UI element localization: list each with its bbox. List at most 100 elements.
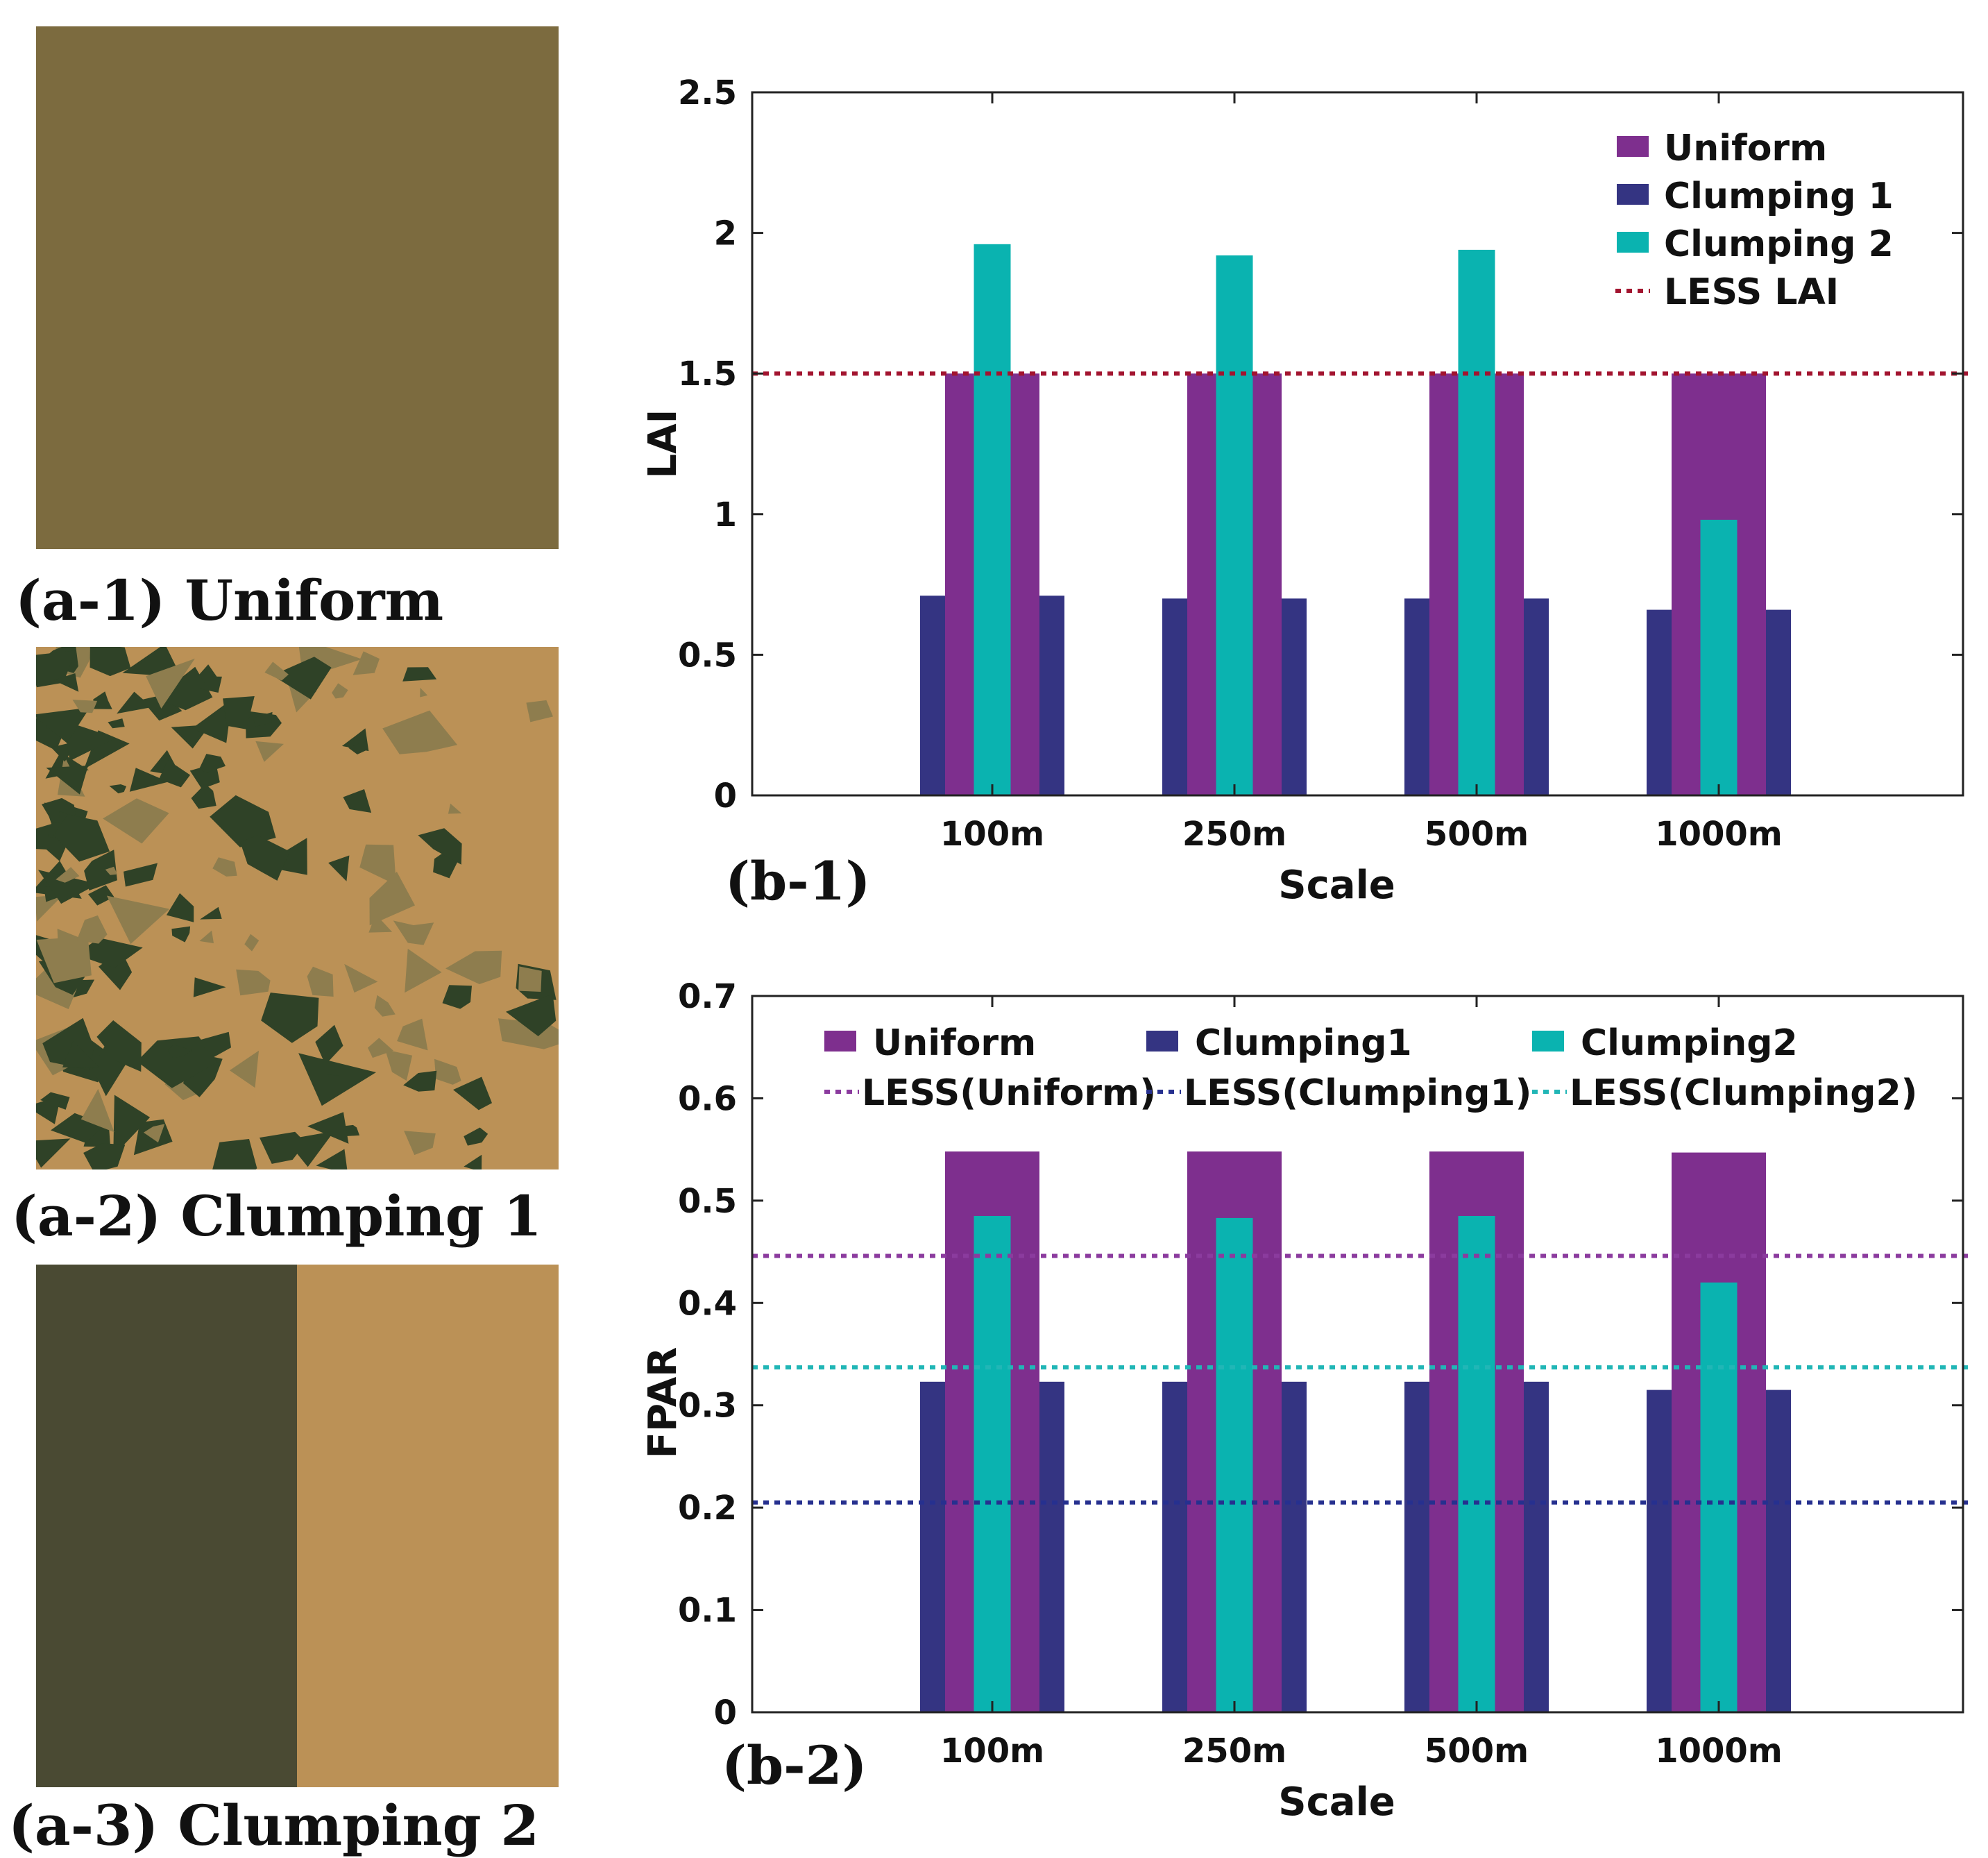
panel-label: (b-2) [722,1734,867,1796]
vegetation-patch [83,1143,126,1169]
vegetation-patch [88,885,114,906]
vegetation-patch [199,676,222,693]
lai-chart: 0 0.5 1 1.5 2 2.5 100m 250m 500m 1000m Scale LAI (b-… [0,0,1988,923]
vegetation-patch [464,1127,488,1146]
legend-swatch [1617,136,1649,157]
bar-clumping2-250m [1216,1217,1253,1712]
vegetation-patch [445,950,502,984]
scene-caption-clumping1: (a-2) Clumping 1 [11,1183,543,1249]
vegetation-patch [105,866,118,875]
scene-clumping2-image [36,1265,559,1787]
vegetation-patch [76,915,108,944]
vegetation-patch [405,948,442,993]
vegetation-patch [526,700,553,723]
vegetation-patch [210,795,276,847]
vegetation-patch [129,768,169,792]
x-tick-label: 100m [940,1732,1044,1771]
vegetation-patch [90,647,131,677]
y-tick-label: 0.6 [678,1079,737,1118]
y-tick-label: 0.5 [678,1182,737,1221]
vegetation-patch [36,1138,71,1168]
y-tick-label: 1 [714,496,737,534]
vegetation-patch [143,1124,165,1143]
plot-frame [751,91,1964,797]
vegetation-patch [448,803,462,814]
x-tick-label: 500m [1425,1732,1529,1771]
vegetation-patch [108,718,125,729]
y-tick-label: 0.3 [678,1387,737,1426]
y-tick-label: 0.2 [678,1489,737,1528]
vegetation-patch [137,1036,218,1088]
vegetation-patch [199,754,226,773]
vegetation-patch [244,934,260,952]
vegetation-patch [46,766,89,795]
vegetation-patch [442,985,472,1009]
lai-chart-svg: 0 0.5 1 1.5 2 2.5 100m 250m 500m 1000m Scale LAI (b-… [640,74,1969,912]
x-tick-label: 250m [1182,1732,1286,1771]
vegetation-patch [518,966,542,992]
vegetation-patch [155,666,213,711]
bar-clumping2-100m [974,1215,1011,1712]
vegetation-patch [117,691,152,714]
vegetation-patch [109,784,127,794]
vegetation-patch [199,930,214,944]
vegetation-patch [385,1049,413,1081]
vegetation-patch [212,857,237,877]
legend-label: Uniform [873,1022,1036,1064]
vegetation-patch [344,963,378,993]
vegetation-patch [106,895,170,945]
y-tick-label: 0.5 [678,636,737,675]
plot-frame [751,995,1964,1714]
vegetation-patch [404,1131,436,1156]
vegetation-patch [307,966,334,997]
x-tick-label: 1000m [1655,1732,1783,1771]
vegetation-patch [168,1045,193,1058]
vegetation-patch [166,893,194,922]
legend-label: Clumping1 [1195,1022,1412,1064]
vegetation-patch [37,870,98,904]
vegetation-patch [368,914,393,933]
x-axis-title: Scale [1278,1780,1395,1825]
scene-caption-uniform: (a-1) Uniform [15,568,444,633]
vegetation-patches [36,647,559,1169]
legend-label: Clumping2 [1581,1022,1798,1064]
legend-label: LESS(Uniform) [862,1072,1156,1114]
y-axis-title: LAI [640,409,686,479]
bar-clumping-2-100m [974,244,1011,796]
vegetation-patch [36,650,76,688]
legend-label: LESS(Clumping1) [1184,1072,1531,1114]
vegetation-patch [368,1038,393,1058]
x-tick-label: 250m [1182,815,1286,854]
panel-label: (b-1) [725,850,870,912]
vegetation-patch [359,844,396,885]
bar-clumping-2-250m [1216,255,1253,795]
vegetation-patch [316,1149,348,1169]
x-axis-title: Scale [1278,863,1395,908]
vegetation-patch [53,673,79,692]
vegetation-patch [197,1031,231,1058]
vegetation-patch [264,661,289,681]
vegetation-patch [84,850,117,890]
vegetation-patch [72,700,98,713]
scene-clumping1-svg [36,647,559,1169]
vegetation-patch [369,872,415,926]
vegetation-patch [352,651,380,675]
vegetation-patch [200,906,222,920]
vegetation-patch [93,691,112,709]
x-tick-label: 100m [940,815,1044,854]
scene-clumping2-svg [36,1265,559,1787]
bar-clumping-2-1000m [1700,519,1738,795]
vegetation-patch [240,835,290,881]
vegetation-patch [62,1040,100,1068]
bar-clumping-2-500m [1458,249,1495,795]
bar-clumping2-1000m [1700,1282,1738,1712]
vegetation-patch [53,814,110,862]
fpar-chart-svg: 0 0.1 0.2 0.3 0.4 0.5 0.6 0.7 100m 250m 500m 1000m S… [640,977,1969,1825]
vegetation-patch [261,993,319,1043]
canopy-half [36,1265,297,1787]
vegetation-patch [382,710,458,754]
legend-label: LESS LAI [1664,271,1839,313]
y-tick-label: 0 [714,777,737,816]
vegetation-patch [193,977,226,997]
y-tick-label: 2 [714,214,737,253]
